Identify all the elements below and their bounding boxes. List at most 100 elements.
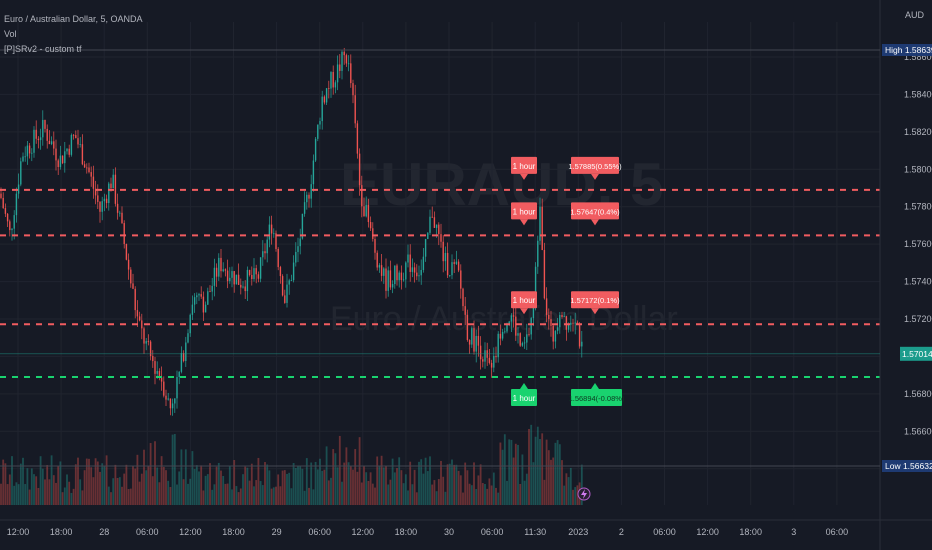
volume-bar xyxy=(213,484,216,505)
volume-bar xyxy=(61,492,64,505)
candle-body xyxy=(167,398,169,400)
volume-bar xyxy=(517,444,519,505)
sr-tf-pointer xyxy=(520,308,528,315)
legend-indicator[interactable]: [P]SRv2 - custom tf xyxy=(4,44,82,54)
candle-body xyxy=(281,276,284,296)
candle-body xyxy=(97,195,99,202)
x-tick-label: 18:00 xyxy=(395,527,418,537)
candle-body xyxy=(565,316,568,330)
volume-bar xyxy=(532,462,535,505)
candle-body xyxy=(17,184,20,194)
volume-bar xyxy=(552,457,555,505)
volume-bar xyxy=(39,456,42,505)
volume-bar xyxy=(145,470,148,505)
candle-body xyxy=(561,314,563,317)
volume-bar xyxy=(176,484,178,505)
candle-body xyxy=(127,259,130,270)
candle-body xyxy=(191,304,194,315)
sr-value-badge xyxy=(571,291,619,309)
candle-body xyxy=(378,265,381,268)
volume-bar xyxy=(468,483,471,505)
candle-body xyxy=(495,355,497,358)
candle-body xyxy=(317,124,319,139)
candle-body xyxy=(570,322,572,325)
candles xyxy=(0,47,583,416)
candle-body xyxy=(484,350,486,362)
volume-bar xyxy=(563,485,566,505)
candle-body xyxy=(532,301,535,319)
candle-body xyxy=(405,262,407,280)
volume-bar xyxy=(239,488,242,505)
volume-bar xyxy=(191,451,194,505)
volume-bar xyxy=(508,439,511,505)
sr-tf-badge xyxy=(511,291,537,309)
candle-body xyxy=(310,184,312,199)
volume-bar xyxy=(215,466,218,505)
y-tick-label: 1.57800 xyxy=(904,202,932,212)
x-tick-label: 30 xyxy=(444,527,454,537)
candle-body xyxy=(418,275,420,277)
volume-bar xyxy=(4,463,7,505)
candle-body xyxy=(391,284,394,288)
volume-bar xyxy=(92,477,95,505)
sr-value-pointer xyxy=(591,308,599,315)
volume-bar xyxy=(437,479,440,505)
volume-bar xyxy=(319,458,321,505)
volume-bar xyxy=(81,490,84,505)
volume-bar xyxy=(413,469,416,505)
candle-body xyxy=(231,271,233,278)
candle-body xyxy=(413,267,416,273)
candle-body xyxy=(233,271,235,285)
candle-body xyxy=(490,362,493,368)
candle-body xyxy=(442,241,444,262)
candle-body xyxy=(444,252,447,262)
volume-bar xyxy=(8,474,11,505)
candle-body xyxy=(196,295,198,298)
volume-bar xyxy=(24,484,27,505)
candle-body xyxy=(28,145,31,154)
volume-bar xyxy=(558,444,561,505)
candle-body xyxy=(308,194,310,199)
legend-volume[interactable]: Vol xyxy=(4,29,17,39)
candle-body xyxy=(119,212,121,214)
sr-tf-badge xyxy=(511,156,537,174)
candle-body xyxy=(468,339,471,345)
volume-bar xyxy=(143,449,145,505)
volume-bar xyxy=(151,476,154,505)
volume-bar xyxy=(371,483,374,505)
candle-body xyxy=(255,268,257,275)
candle-body xyxy=(431,216,433,218)
volume-bar xyxy=(466,470,469,505)
candle-body xyxy=(345,55,348,64)
x-tick-label: 06:00 xyxy=(481,527,504,537)
candle-body xyxy=(574,322,576,324)
volume-bar xyxy=(189,478,192,505)
volume-bar xyxy=(217,462,220,505)
candle-body xyxy=(321,96,323,122)
sr-value-badge xyxy=(571,202,619,220)
candle-body xyxy=(178,371,180,377)
candle-body xyxy=(460,270,462,289)
y-tick-label: 1.58400 xyxy=(904,89,932,99)
candle-body xyxy=(110,183,112,189)
volume-bar xyxy=(490,485,493,505)
candle-body xyxy=(66,148,68,152)
candle-body xyxy=(471,328,473,345)
volume-bar xyxy=(431,484,434,505)
candle-body xyxy=(61,155,64,164)
candle-body xyxy=(57,160,59,168)
volume-bar xyxy=(127,489,130,505)
candle-body xyxy=(211,285,213,292)
legend-title[interactable]: Euro / Australian Dollar, 5, OANDA xyxy=(4,14,143,24)
volume-bar xyxy=(330,477,332,505)
volume-bar xyxy=(525,473,528,505)
candle-body xyxy=(420,269,422,276)
candle-body xyxy=(262,251,264,258)
volume-bar xyxy=(134,468,137,505)
volume-bar xyxy=(446,464,449,505)
volume-bar xyxy=(506,480,508,505)
candle-body xyxy=(4,208,7,214)
volume-bar xyxy=(17,484,20,505)
